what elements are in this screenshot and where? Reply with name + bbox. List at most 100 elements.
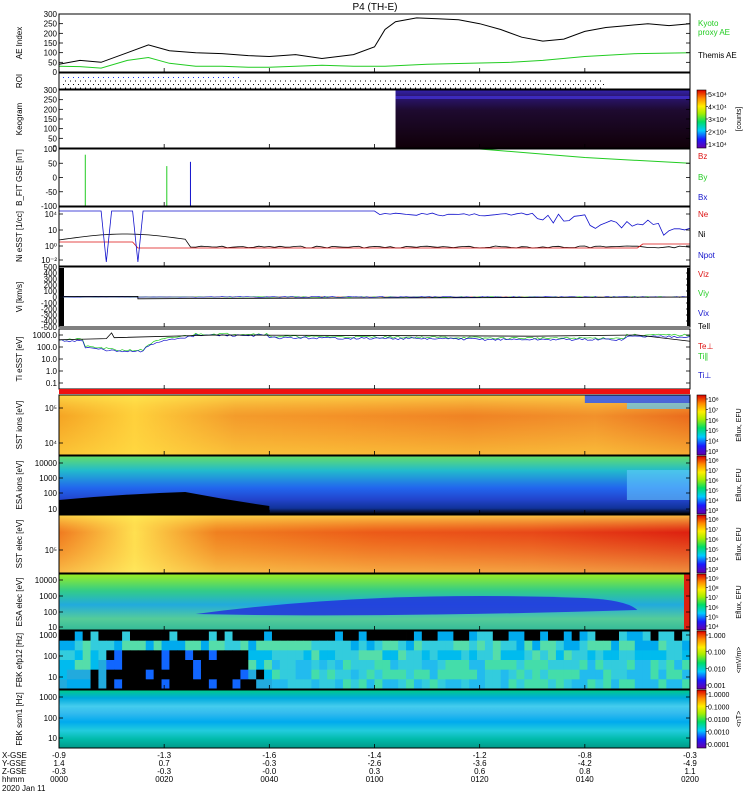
roi-dot (585, 88, 586, 89)
fbk-e-cell (193, 660, 201, 670)
fbk-e-cell (375, 641, 383, 651)
roi-dot (365, 88, 366, 89)
ytick-label: 250 (44, 20, 58, 29)
fbk-e-cell (319, 670, 327, 680)
roi-dot (320, 81, 321, 82)
footer-cell: 0000 (50, 775, 68, 784)
colorbar-tick-label: 10⁸ (708, 458, 719, 465)
fbk-e-cell (430, 660, 438, 670)
roi-dot (273, 84, 274, 85)
fbk-e-cell (359, 679, 367, 689)
fbk-e-cell (469, 641, 477, 651)
legend-entry: Bx (698, 193, 707, 202)
roi-dot (325, 81, 326, 82)
roi-dot (178, 84, 179, 85)
roi-dot (383, 84, 384, 85)
fbk-e-cell (256, 641, 264, 651)
footer-cell: 0020 (155, 775, 173, 784)
colorbar-tick-label: 10⁷ (708, 527, 719, 534)
roi-dot (75, 81, 76, 82)
fbk-e-cell (201, 679, 209, 689)
roi-dot (465, 88, 466, 89)
roi-dot (193, 77, 194, 78)
ytick-label: 1.0 (46, 367, 58, 376)
fbk-e-cell (532, 660, 540, 670)
fbk-e-cell (359, 641, 367, 651)
fbk-e-cell (430, 679, 438, 689)
fbk-e-cell (272, 670, 280, 680)
fbk-e-cell (288, 631, 296, 641)
colorbar-tick-label: 10⁴ (708, 439, 719, 446)
fbk-e-cell (138, 631, 146, 641)
roi-dot (405, 88, 406, 89)
roi-dot (350, 81, 351, 82)
fbk-e-cell (264, 631, 272, 641)
fbk-e-cell (619, 660, 627, 670)
fbk-e-cell (327, 641, 335, 651)
fbk-e-cell (67, 650, 75, 660)
roi-dot (283, 84, 284, 85)
legend-entry: Ti∥ (698, 352, 708, 361)
fbk-e-cell (595, 641, 603, 651)
roi-dot (493, 84, 494, 85)
roi-dot (78, 84, 79, 85)
roi-dot (540, 81, 541, 82)
roi-dot (315, 88, 316, 89)
fbk-e-cell (414, 679, 422, 689)
roi-dot (95, 81, 96, 82)
roi-dot (603, 84, 604, 85)
roi-dot (385, 88, 386, 89)
colorbar-label: Eflux, EFU (736, 468, 743, 501)
roi-dot (335, 88, 336, 89)
roi-dot (398, 84, 399, 85)
ytick-label: 50 (48, 58, 57, 67)
fbk-e-cell (185, 631, 193, 641)
roi-dot (370, 88, 371, 89)
ytick-label: 1000 (39, 592, 57, 601)
roi-dot (210, 88, 211, 89)
fbk-e-cell (422, 670, 430, 680)
fbk-e-cell (643, 660, 651, 670)
fbk-e-cell (406, 660, 414, 670)
roi-dot (118, 77, 119, 78)
roi-dot (220, 81, 221, 82)
roi-dot (168, 77, 169, 78)
roi-dot (400, 81, 401, 82)
roi-dot (120, 88, 121, 89)
colorbar-tick-label: 0.0010 (708, 730, 730, 737)
fbk-e-cell (91, 670, 99, 680)
ytick-label: 10⁴ (45, 210, 58, 219)
fbk-e-cell (422, 660, 430, 670)
fbk-e-cell (130, 679, 138, 689)
y-axis-label: ESA ions [eV] (15, 461, 24, 510)
roi-dot (173, 84, 174, 85)
fbk-e-cell (280, 679, 288, 689)
ytick-label: 10000 (35, 459, 58, 468)
fbk-e-cell (595, 631, 603, 641)
fbk-e-cell (461, 650, 469, 660)
fbk-e-cell (453, 650, 461, 660)
fbk-e-cell (619, 641, 627, 651)
roi-dot (455, 88, 456, 89)
fbk-e-cell (177, 631, 185, 641)
legend-entry: Tell (698, 322, 710, 331)
roi-dot (225, 81, 226, 82)
fbk-e-cell (98, 650, 106, 660)
fbk-e-cell (469, 679, 477, 689)
fbk-e-cell (509, 670, 517, 680)
fbk-e-cell (635, 650, 643, 660)
colorbar-tick-label: 0.010 (708, 666, 726, 673)
fbk-e-cell (516, 631, 524, 641)
roi-dot (248, 84, 249, 85)
colorbar-tick-label: 0.1000 (708, 705, 730, 712)
fbk-e-cell (280, 631, 288, 641)
fbk-e-cell (382, 650, 390, 660)
fbk-e-cell (611, 670, 619, 680)
roi-dot (168, 84, 169, 85)
roi-dot (263, 84, 264, 85)
roi-dot (98, 84, 99, 85)
fbk-e-cell (67, 641, 75, 651)
roi-dot (355, 88, 356, 89)
fbk-e-cell (154, 679, 162, 689)
fbk-e-cell (162, 641, 170, 651)
